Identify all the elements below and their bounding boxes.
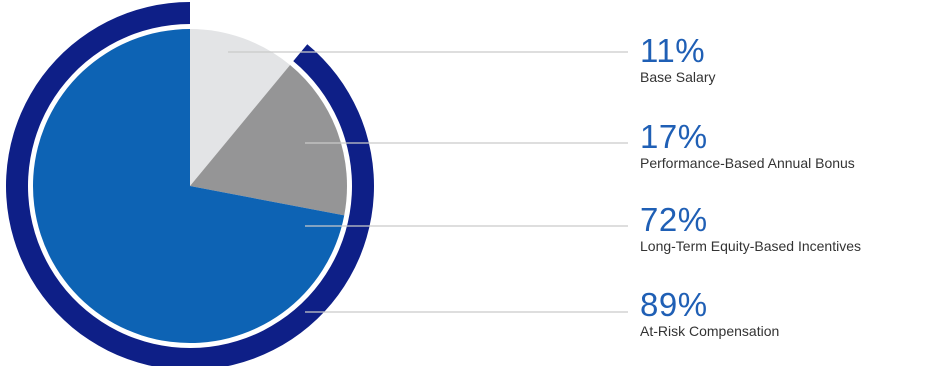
base-salary-slice <box>190 29 291 186</box>
equity-incentives-percent: 72% <box>640 201 708 238</box>
base-salary-label: Base Salary <box>640 69 716 85</box>
annual-bonus-percent: 17% <box>640 118 708 155</box>
at-risk-percent: 89% <box>640 286 708 323</box>
equity-incentives-slice <box>33 29 345 343</box>
base-salary-percent: 11% <box>640 32 706 69</box>
legend-item-equity-incentives: 72% Long-Term Equity-Based Incentives <box>640 203 861 255</box>
annual-bonus-slice <box>190 65 347 216</box>
annual-bonus-label: Performance-Based Annual Bonus <box>640 155 855 171</box>
legend-item-base-salary: 11% Base Salary <box>640 34 715 86</box>
at-risk-label: At-Risk Compensation <box>640 323 780 339</box>
legend-item-annual-bonus: 17% Performance-Based Annual Bonus <box>640 120 855 172</box>
legend-item-at-risk: 89% At-Risk Compensation <box>640 288 779 340</box>
equity-incentives-label: Long-Term Equity-Based Incentives <box>640 238 861 254</box>
